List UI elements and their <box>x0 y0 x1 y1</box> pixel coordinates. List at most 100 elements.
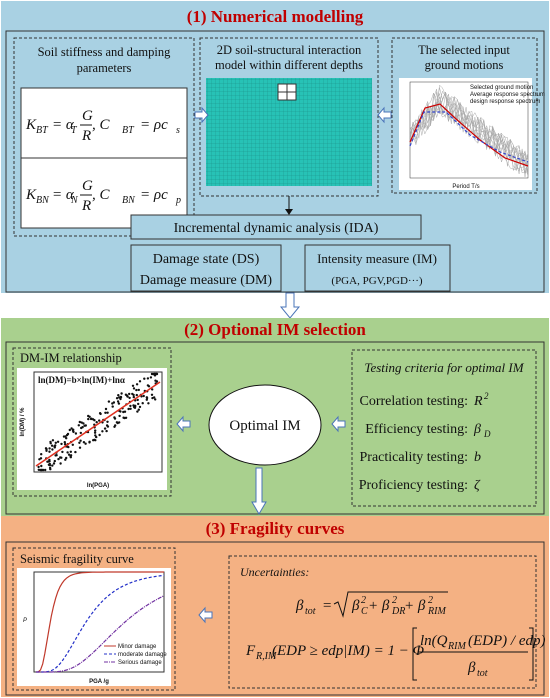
scatter-dot <box>54 441 57 444</box>
formula-token: ln(Q <box>420 633 448 649</box>
scatter-dot <box>94 429 97 432</box>
radical <box>333 591 448 618</box>
legend-label: Selected ground motion <box>470 85 533 91</box>
scatter-dot <box>131 392 134 396</box>
formula-token: BT <box>36 125 49 136</box>
scatter-dot <box>94 439 97 442</box>
formula-token: T <box>71 125 78 136</box>
scatter-dot <box>128 396 131 400</box>
panel-title: Uncertainties: <box>240 565 309 579</box>
scatter-dot <box>118 414 121 418</box>
arrow <box>377 106 392 124</box>
design-line <box>409 111 529 163</box>
scatter-dot <box>120 392 123 395</box>
scatter-dot <box>122 410 125 414</box>
scatter-dot <box>136 398 139 402</box>
scatter-dot <box>135 393 138 397</box>
formula-token: , C <box>92 187 111 203</box>
scatter-dot <box>61 450 64 454</box>
formula-token: (EDP) / edp) <box>468 633 545 649</box>
formula-token: β <box>467 660 476 676</box>
formula-token: = <box>322 598 332 614</box>
scatter-dot <box>47 460 50 463</box>
scatter-dot <box>87 417 90 421</box>
criterion-symbol: β <box>473 422 481 437</box>
scatter-dot <box>138 405 142 409</box>
scatter-dot <box>56 440 60 443</box>
section-frame <box>5 341 545 515</box>
formula-token: = α <box>52 187 75 203</box>
scatter-dot <box>38 458 41 461</box>
arrow <box>285 209 293 215</box>
panel-title: ground motions <box>425 58 504 72</box>
scatter-dot <box>66 451 69 454</box>
scatter-dot <box>47 463 51 466</box>
scatter-dot <box>118 421 121 424</box>
scatter-dot <box>62 435 66 438</box>
scatter-dot <box>101 430 104 433</box>
scatter-dot <box>80 421 83 424</box>
scatter-dot <box>51 439 55 442</box>
scatter-dot <box>95 435 98 439</box>
scatter-dot <box>51 464 54 467</box>
scatter-dot <box>125 394 129 397</box>
dm-label: Damage state (DS) <box>153 252 260 267</box>
scatter-dot <box>48 450 51 453</box>
scatter-dot <box>114 424 117 427</box>
panel-title: Seismic fragility curve <box>20 552 134 566</box>
ida-box <box>130 214 422 240</box>
scatter-dot <box>69 456 73 459</box>
scatter-dot <box>149 376 153 379</box>
scatter-dot <box>146 384 150 387</box>
scatter-dot <box>49 468 52 471</box>
scatter-dot <box>40 453 43 456</box>
scatter-dot <box>154 398 157 401</box>
scatter-dot <box>123 416 126 420</box>
axis-label: ln(DM) / % <box>20 407 26 437</box>
arrow <box>198 606 213 624</box>
scatter-dot <box>135 383 139 386</box>
spectrum-line <box>409 92 529 165</box>
formula-token: = ρc <box>140 187 168 203</box>
scatter-dot <box>40 464 43 468</box>
scatter-dot <box>74 432 78 435</box>
scatter-dot <box>150 393 154 396</box>
scatter-dot <box>77 424 81 427</box>
spectrum-chart <box>399 78 532 190</box>
scatter-dot <box>151 396 154 400</box>
formula-token: s <box>176 125 180 136</box>
scatter-dot <box>106 411 109 414</box>
scatter-dot <box>37 465 40 469</box>
scatter-dot <box>52 462 56 465</box>
criterion-label: Practicality testing: <box>360 450 468 465</box>
formula-token: = ρc <box>140 117 168 133</box>
plot-area <box>33 371 163 473</box>
scatter-dot <box>81 426 84 429</box>
scatter-dot <box>88 441 91 444</box>
formula-token: R,IM <box>255 651 277 662</box>
section-title: (1) Numerical modelling <box>187 7 364 26</box>
legend-label: design response spectrum <box>470 99 540 105</box>
scatter-dot <box>63 441 66 444</box>
panel <box>351 349 537 507</box>
scatter-dot <box>137 408 140 411</box>
criterion-label: Efficiency testing: <box>365 422 468 437</box>
formula-token: R <box>81 198 91 214</box>
arrow <box>194 106 209 124</box>
spectrum-line <box>409 91 529 174</box>
scatter-dot <box>155 372 158 376</box>
formula-token: β <box>351 598 360 614</box>
bracket <box>412 627 534 681</box>
scatter-dot <box>84 424 88 427</box>
scatter-dot <box>59 456 62 459</box>
scatter-dot <box>89 417 93 421</box>
optimal-label: Optimal IM <box>229 418 300 434</box>
scatter-dot <box>145 396 149 400</box>
formula-token: 2 <box>361 595 366 606</box>
formula-token: β <box>295 598 304 614</box>
scatter-dot <box>68 428 72 432</box>
fragility-curve <box>36 595 165 673</box>
dm-box <box>130 244 282 292</box>
arrow <box>251 467 267 515</box>
scatter-dot <box>129 404 132 408</box>
